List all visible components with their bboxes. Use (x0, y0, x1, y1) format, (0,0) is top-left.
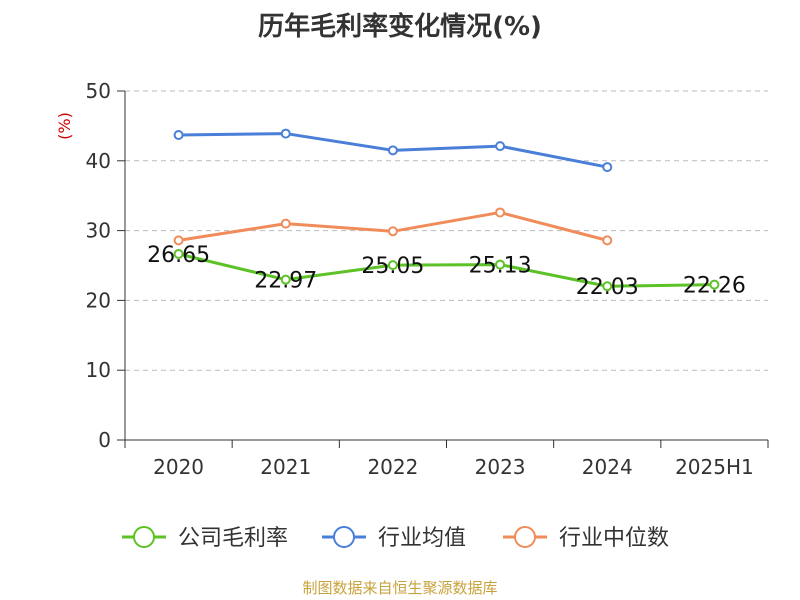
ytick-label-50: 50 (86, 79, 111, 103)
data-labels: 26.65 22.97 25.05 25.13 22.03 22.26 (147, 243, 746, 300)
xtick-label-2025H1: 2025H1 (675, 455, 754, 479)
point-s0-2021 (280, 274, 291, 285)
legend-label-1: 行业均值 (378, 526, 466, 551)
point-s0-2024 (602, 281, 613, 292)
data-source-note: 制图数据来自恒生聚源数据库 (302, 579, 498, 597)
data-label-2020: 26.65 (147, 243, 210, 268)
data-label-2025H1: 22.26 (683, 274, 746, 299)
point-s2-2022 (387, 226, 398, 237)
point-s0-2020 (173, 248, 184, 259)
legend-label-0: 公司毛利率 (178, 526, 288, 551)
y-axis-label: (%) (55, 112, 74, 140)
point-s2-2023 (495, 207, 506, 218)
ytick-label-10: 10 (86, 358, 111, 382)
xtick-label-2020: 2020 (153, 455, 204, 479)
point-s0-2023 (495, 259, 506, 270)
xtick-label-2022: 2022 (367, 455, 418, 479)
data-label-2022: 25.05 (361, 254, 424, 279)
point-s1-2024 (602, 162, 613, 173)
xtick-label-2023: 2023 (475, 455, 526, 479)
point-s2-2024 (602, 235, 613, 246)
ytick-label-40: 40 (86, 149, 111, 173)
point-s2-2021 (280, 218, 291, 229)
point-s2-2020 (173, 235, 184, 246)
point-s1-2023 (495, 141, 506, 152)
data-label-2024: 22.03 (576, 275, 639, 300)
data-label-2021: 22.97 (254, 269, 317, 294)
xtick-label-2021: 2021 (260, 455, 311, 479)
point-s1-2022 (387, 145, 398, 156)
ytick-label-30: 30 (86, 219, 111, 243)
legend-marker-1 (333, 526, 355, 548)
ytick-label-20: 20 (86, 288, 111, 312)
axes (117, 90, 769, 448)
data-label-2023: 25.13 (469, 254, 532, 279)
legend-marker-0 (133, 526, 155, 548)
legend-marker-2 (514, 526, 536, 548)
xtick-label-2024: 2024 (582, 455, 633, 479)
point-s1-2020 (173, 129, 184, 140)
legend-label-2: 行业中位数 (559, 526, 669, 551)
grid-lines (125, 90, 768, 371)
ytick-label-0: 0 (98, 428, 111, 452)
series-layer (173, 128, 720, 292)
chart-title: 历年毛利率变化情况(%) (258, 12, 542, 42)
point-s0-2025H1 (709, 279, 720, 290)
tick-labels: 0 10 20 30 40 50 (%) 2020 2021 2022 2023 2024 2025H1 (55, 79, 754, 479)
point-s0-2022 (387, 260, 398, 271)
series-line-0 (178, 252, 715, 288)
legend: 公司毛利率 行业均值 行业中位数 (122, 526, 669, 551)
point-s1-2021 (280, 128, 291, 139)
